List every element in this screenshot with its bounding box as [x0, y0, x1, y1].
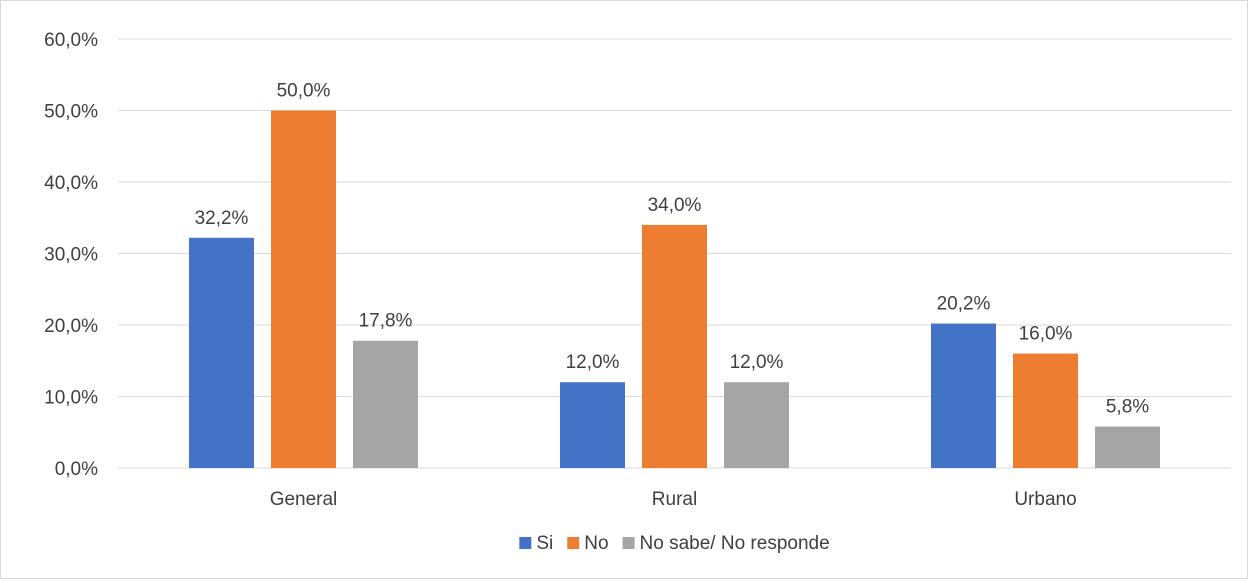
data-label: 12,0%	[730, 352, 784, 373]
y-tick-label: 60,0%	[44, 30, 98, 51]
legend-swatch	[622, 537, 635, 549]
legend-swatch	[567, 537, 580, 549]
category-label: Urbano	[1014, 489, 1076, 510]
bar-no-sabe-no-responde-urbano	[1095, 426, 1160, 468]
bar-si-general	[189, 237, 254, 468]
y-axis-ticks: 0,0% 10,0% 20,0% 30,0% 40,0% 50,0% 60,0%	[44, 30, 98, 480]
legend-swatch	[519, 537, 532, 549]
y-tick-label: 10,0%	[44, 388, 98, 409]
legend-item: No sabe/ No responde	[622, 533, 830, 554]
y-tick-label: 50,0%	[44, 102, 98, 123]
bar-no-sabe-no-responde-rural	[724, 382, 789, 468]
legend-item: No	[567, 533, 609, 554]
x-axis-categories: General Rural Urbano	[270, 489, 1077, 510]
legend-label: No sabe/ No responde	[640, 533, 830, 554]
bar-no-sabe-no-responde-general	[353, 340, 418, 468]
bar-no-rural	[642, 224, 707, 468]
bar-no-general	[271, 110, 336, 468]
data-labels: 32,2% 50,0% 17,8% 12,0% 34,0% 12,0% 20,2% 16,0%…	[195, 81, 1150, 418]
category-label: General	[270, 489, 338, 510]
y-tick-label: 20,0%	[44, 316, 98, 337]
data-label: 20,2%	[937, 294, 991, 315]
legend-label: No	[584, 533, 608, 554]
bar-si-urbano	[931, 323, 996, 468]
y-tick-label: 0,0%	[55, 459, 98, 480]
legend-item: Si	[519, 533, 553, 554]
bars	[189, 110, 1160, 468]
bar-si-rural	[560, 382, 625, 468]
legend: Si No No sabe/ No responde	[519, 533, 830, 554]
bar-no-urbano	[1013, 353, 1078, 468]
data-label: 12,0%	[566, 352, 620, 373]
legend-label: Si	[536, 533, 553, 554]
data-label: 32,2%	[195, 208, 249, 229]
category-label: Rural	[652, 489, 697, 510]
y-tick-label: 30,0%	[44, 245, 98, 266]
y-tick-label: 40,0%	[44, 173, 98, 194]
data-label: 17,8%	[359, 311, 413, 332]
data-label: 16,0%	[1019, 324, 1073, 345]
data-label: 50,0%	[277, 81, 331, 102]
data-label: 34,0%	[648, 195, 702, 216]
data-label: 5,8%	[1106, 397, 1149, 418]
